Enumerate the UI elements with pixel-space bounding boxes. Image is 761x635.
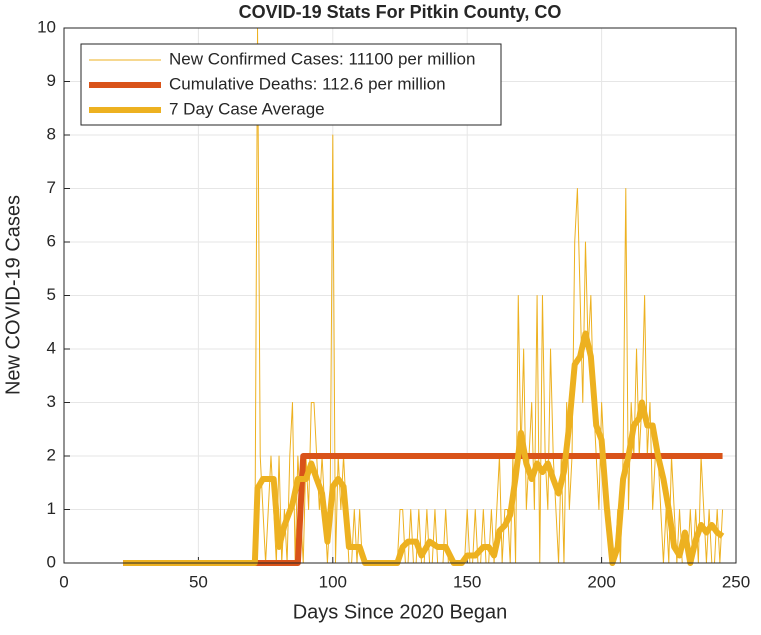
- x-axis-label: Days Since 2020 Began: [293, 601, 508, 623]
- y-tick-label: 6: [47, 231, 56, 250]
- y-tick-label: 0: [47, 552, 56, 571]
- chart-title: COVID-19 Stats For Pitkin County, CO: [239, 2, 562, 22]
- y-tick-label: 9: [47, 71, 56, 90]
- y-tick-label: 8: [47, 124, 56, 143]
- legend-label: 7 Day Case Average: [169, 99, 325, 118]
- x-tick-label: 0: [59, 572, 68, 591]
- x-tick-label: 200: [587, 572, 615, 591]
- x-tick-label: 100: [319, 572, 347, 591]
- legend: New Confirmed Cases: 11100 per million Cu…: [80, 43, 502, 126]
- y-tick-label: 5: [47, 285, 56, 304]
- y-tick-label: 10: [37, 17, 56, 36]
- series-line: [123, 330, 725, 566]
- y-tick-label: 1: [47, 499, 56, 518]
- legend-label: New Confirmed Cases: 11100 per million: [169, 49, 475, 68]
- y-tick-label: 4: [47, 338, 56, 357]
- axes-box: [63, 27, 737, 564]
- y-tick-label: 2: [47, 445, 56, 464]
- y-axis-label: New COVID-19 Cases: [2, 195, 24, 395]
- y-tick-label: 7: [47, 178, 56, 197]
- y-tick-label: 3: [47, 392, 56, 411]
- x-tick-label: 250: [722, 572, 750, 591]
- x-tick-label: 150: [453, 572, 481, 591]
- legend-label: Cumulative Deaths: 112.6 per million: [169, 74, 446, 93]
- x-tick-label: 50: [189, 572, 208, 591]
